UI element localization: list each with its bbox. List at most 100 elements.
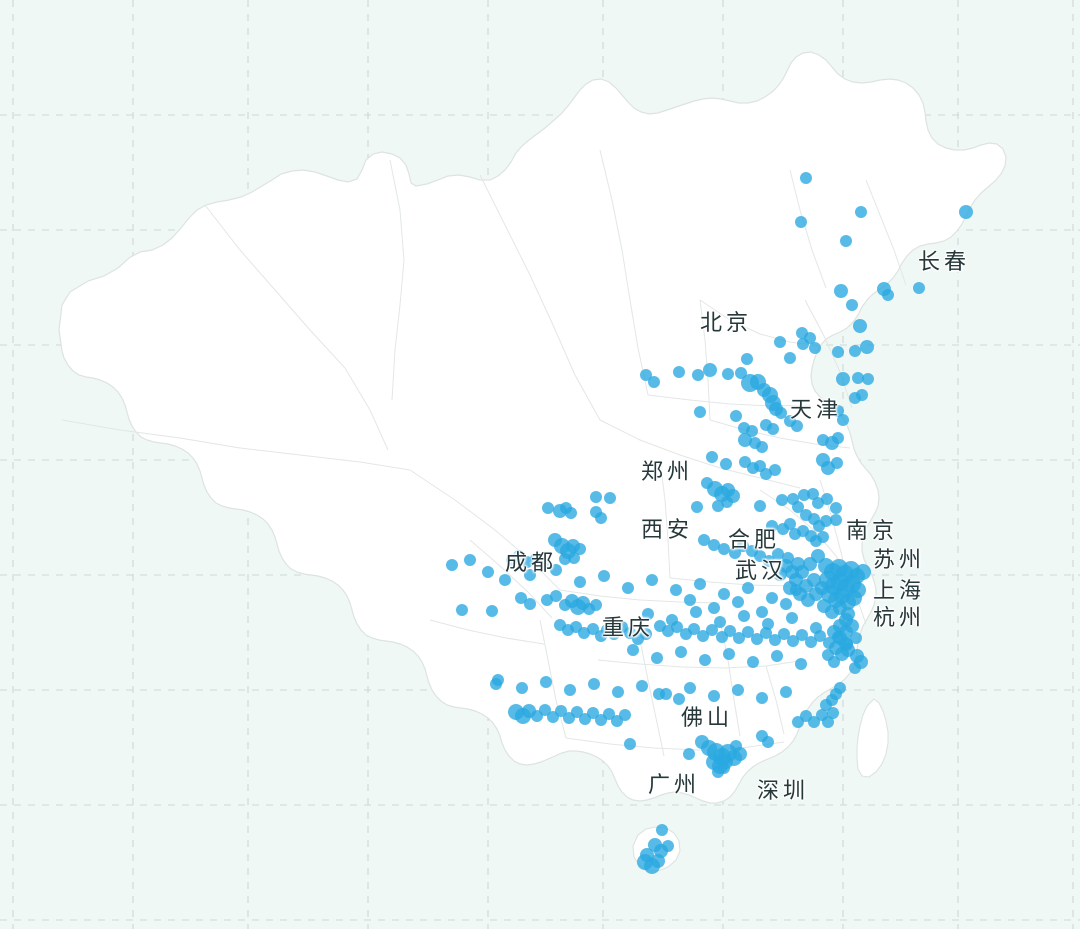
data-point[interactable] xyxy=(767,423,779,435)
data-point[interactable] xyxy=(862,373,874,385)
data-point[interactable] xyxy=(656,824,668,836)
data-point[interactable] xyxy=(595,512,607,524)
data-point[interactable] xyxy=(760,468,772,480)
data-point[interactable] xyxy=(587,623,599,635)
data-point[interactable] xyxy=(670,584,682,596)
data-point[interactable] xyxy=(762,618,774,630)
data-point[interactable] xyxy=(791,420,803,432)
data-point[interactable] xyxy=(809,342,821,354)
data-point[interactable] xyxy=(574,576,586,588)
data-point[interactable] xyxy=(737,540,749,552)
data-point[interactable] xyxy=(515,592,527,604)
data-point[interactable] xyxy=(738,610,750,622)
data-point[interactable] xyxy=(666,614,678,626)
data-point[interactable] xyxy=(746,425,758,437)
data-point[interactable] xyxy=(697,630,709,642)
data-point[interactable] xyxy=(796,629,808,641)
data-point[interactable] xyxy=(831,457,843,469)
data-point[interactable] xyxy=(827,707,839,719)
data-point[interactable] xyxy=(855,206,867,218)
data-point[interactable] xyxy=(774,336,786,348)
data-point[interactable] xyxy=(822,716,834,728)
data-point[interactable] xyxy=(856,389,868,401)
data-point[interactable] xyxy=(820,515,832,527)
data-point[interactable] xyxy=(590,491,602,503)
data-point[interactable] xyxy=(754,550,766,562)
data-point[interactable] xyxy=(913,282,925,294)
data-point[interactable] xyxy=(648,376,660,388)
data-point[interactable] xyxy=(540,676,552,688)
data-point[interactable] xyxy=(784,518,796,530)
data-point[interactable] xyxy=(778,628,790,640)
data-point[interactable] xyxy=(723,648,735,660)
data-point[interactable] xyxy=(708,539,720,551)
data-point[interactable] xyxy=(762,736,774,748)
data-point[interactable] xyxy=(640,628,652,640)
data-point[interactable] xyxy=(738,433,752,447)
data-point[interactable] xyxy=(810,622,822,634)
data-point[interactable] xyxy=(846,299,858,311)
data-point[interactable] xyxy=(555,705,567,717)
data-point[interactable] xyxy=(769,634,781,646)
data-point[interactable] xyxy=(855,564,871,580)
data-point[interactable] xyxy=(559,553,571,565)
data-point[interactable] xyxy=(537,559,549,571)
data-point[interactable] xyxy=(733,632,745,644)
data-point[interactable] xyxy=(694,406,706,418)
data-point[interactable] xyxy=(732,684,744,696)
data-point[interactable] xyxy=(798,489,810,501)
data-point[interactable] xyxy=(852,372,864,384)
data-point[interactable] xyxy=(604,492,616,504)
data-point[interactable] xyxy=(808,716,820,728)
data-point[interactable] xyxy=(721,496,733,508)
data-point[interactable] xyxy=(766,592,778,604)
data-point[interactable] xyxy=(751,633,763,645)
data-point[interactable] xyxy=(692,369,704,381)
data-point[interactable] xyxy=(640,848,654,862)
data-point[interactable] xyxy=(683,748,695,760)
data-point[interactable] xyxy=(766,520,778,532)
data-point[interactable] xyxy=(622,582,634,594)
data-point[interactable] xyxy=(730,410,742,422)
data-point[interactable] xyxy=(718,543,730,555)
data-point[interactable] xyxy=(756,692,768,704)
data-point[interactable] xyxy=(775,407,787,419)
data-point[interactable] xyxy=(780,686,792,698)
data-point[interactable] xyxy=(729,547,741,559)
data-point[interactable] xyxy=(849,662,861,674)
data-point[interactable] xyxy=(673,366,685,378)
data-point[interactable] xyxy=(640,369,652,381)
data-point[interactable] xyxy=(699,654,711,666)
data-point[interactable] xyxy=(800,172,812,184)
data-point[interactable] xyxy=(492,674,504,686)
data-point[interactable] xyxy=(718,588,730,600)
data-point[interactable] xyxy=(718,762,730,774)
data-point[interactable] xyxy=(587,707,599,719)
data-point[interactable] xyxy=(619,709,631,721)
data-point[interactable] xyxy=(690,606,702,618)
data-point[interactable] xyxy=(836,372,850,386)
data-point[interactable] xyxy=(849,345,861,357)
data-point[interactable] xyxy=(660,688,672,700)
data-point[interactable] xyxy=(799,579,813,593)
data-point[interactable] xyxy=(598,570,610,582)
data-point[interactable] xyxy=(817,531,829,543)
data-point[interactable] xyxy=(708,602,720,614)
data-point[interactable] xyxy=(804,332,816,344)
data-point[interactable] xyxy=(763,555,775,567)
data-point[interactable] xyxy=(539,704,551,716)
data-point[interactable] xyxy=(732,596,744,608)
data-point[interactable] xyxy=(830,514,842,526)
data-point[interactable] xyxy=(651,854,665,868)
data-point[interactable] xyxy=(784,352,796,364)
data-point[interactable] xyxy=(846,590,862,606)
data-point[interactable] xyxy=(608,628,620,640)
data-point[interactable] xyxy=(612,686,624,698)
data-point[interactable] xyxy=(832,346,844,358)
data-point[interactable] xyxy=(741,353,753,365)
data-point[interactable] xyxy=(516,682,528,694)
data-point[interactable] xyxy=(882,289,894,301)
data-point[interactable] xyxy=(792,501,804,513)
data-point[interactable] xyxy=(565,507,577,519)
data-point[interactable] xyxy=(694,578,706,590)
